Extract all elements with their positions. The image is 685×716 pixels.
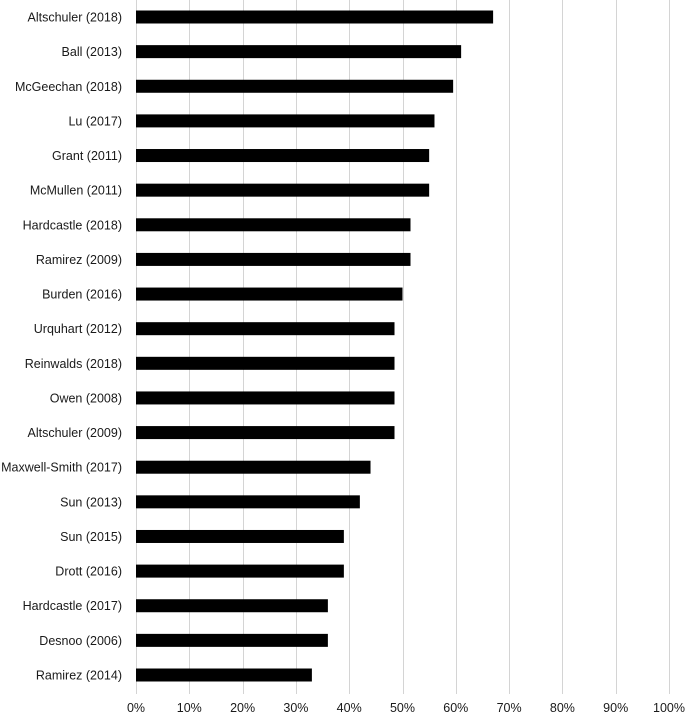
x-tick-labels: 0% 10% 20% 30% 40% 50% 60% 70% 80% 90% 100% <box>127 701 685 715</box>
x-tick-label: 90% <box>603 701 628 715</box>
bar <box>136 564 344 578</box>
category-label: Altschuler (2018) <box>28 11 123 25</box>
category-label: McGeechan (2018) <box>15 80 122 94</box>
gridlines <box>136 0 670 694</box>
category-label: Lu (2017) <box>68 114 122 128</box>
bar <box>136 149 430 163</box>
category-label: Grant (2011) <box>52 149 122 163</box>
category-label: Hardcastle (2017) <box>23 599 122 613</box>
category-label: Sun (2013) <box>60 495 122 509</box>
x-tick-label: 60% <box>443 701 468 715</box>
category-label: Reinwalds (2018) <box>25 357 122 371</box>
bar <box>136 287 403 301</box>
category-label: Ramirez (2009) <box>36 253 122 267</box>
x-tick-label: 10% <box>177 701 202 715</box>
bar <box>136 79 454 93</box>
x-tick-label: 70% <box>497 701 522 715</box>
bar <box>136 495 360 509</box>
bar <box>136 10 494 24</box>
bar <box>136 218 411 232</box>
category-label: Ball (2013) <box>62 45 122 59</box>
bar <box>136 391 395 405</box>
bar <box>136 356 395 370</box>
category-label: Drott (2016) <box>55 565 122 579</box>
bar <box>136 599 328 613</box>
x-tick-label: 50% <box>390 701 415 715</box>
category-label: Maxwell-Smith (2017) <box>1 461 122 475</box>
x-tick-label: 0% <box>127 701 145 715</box>
bar <box>136 183 430 197</box>
bar <box>136 322 395 336</box>
x-tick-label: 80% <box>550 701 575 715</box>
bar <box>136 114 435 128</box>
category-label: Hardcastle (2018) <box>23 218 122 232</box>
x-tick-label: 30% <box>283 701 308 715</box>
bar <box>136 252 411 266</box>
x-tick-label: 20% <box>230 701 255 715</box>
bar <box>136 529 344 543</box>
category-label: McMullen (2011) <box>30 184 122 198</box>
category-label: Ramirez (2014) <box>36 669 122 683</box>
category-labels: Altschuler (2018) Ball (2013) McGeechan (2… <box>1 11 122 683</box>
x-tick-label: 100% <box>653 701 685 715</box>
bar <box>136 633 328 647</box>
category-label: Owen (2008) <box>50 391 122 405</box>
bar <box>136 668 312 682</box>
category-label: Sun (2015) <box>60 530 122 544</box>
bar <box>136 426 395 440</box>
x-tick-label: 40% <box>337 701 362 715</box>
category-label: Burden (2016) <box>42 288 122 302</box>
category-label: Urquhart (2012) <box>34 322 122 336</box>
category-label: Altschuler (2009) <box>28 426 123 440</box>
bar <box>136 45 462 59</box>
bar <box>136 460 371 474</box>
bars <box>136 10 494 682</box>
category-label: Desnoo (2006) <box>39 634 122 648</box>
